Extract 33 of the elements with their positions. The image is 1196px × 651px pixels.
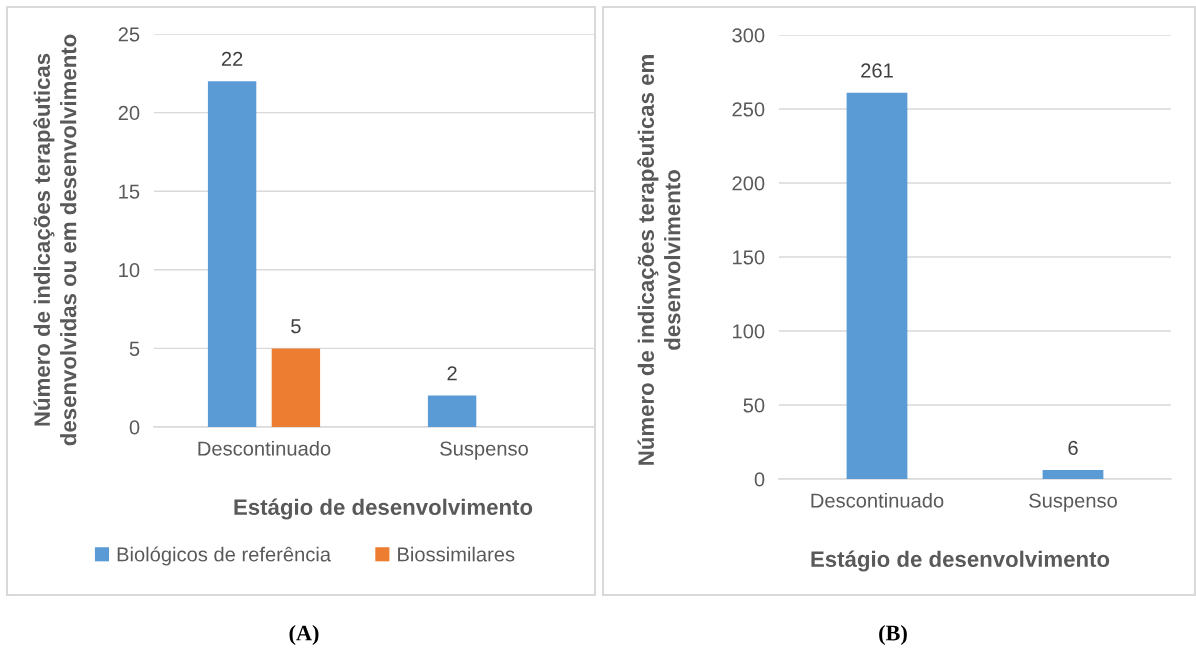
y-tick-label: 15 [119, 184, 140, 199]
data-label: 6 [1068, 440, 1078, 456]
data-label: 2 [447, 366, 457, 381]
x-tick-label: Suspenso [440, 441, 528, 460]
x-tick-label: Suspenso [1029, 493, 1117, 512]
legend-label: Biológicos de referência [117, 546, 332, 566]
bar [207, 81, 257, 427]
y-tick-label: 200 [732, 176, 765, 191]
bar [271, 348, 321, 427]
y-tick-label: 250 [732, 102, 765, 117]
y-tick-label: 10 [119, 263, 140, 278]
y-tick-label: 150 [733, 250, 765, 265]
x-tick-label: Descontinuado [198, 440, 331, 456]
data-label: 5 [291, 319, 301, 334]
y-tick-label: 100 [733, 324, 765, 339]
bar [427, 395, 477, 427]
data-label: 22 [221, 51, 243, 66]
data-label: 261 [861, 63, 893, 78]
y-axis-title: Número de indicações terapêuticas em desenvolvimento [637, 55, 681, 465]
x-tick-label: Descontinuado [811, 492, 944, 508]
y-tick-label: 20 [118, 105, 140, 121]
y-tick-label: 0 [129, 420, 140, 435]
x-axis-title: Estágio de desenvolvimento [811, 550, 1110, 572]
y-tick-label: 5 [129, 341, 140, 356]
text: (A) [289, 624, 319, 646]
text: (B) [879, 624, 907, 646]
legend-label: Biossimilares [398, 546, 515, 562]
y-axis-title: Número de indicações terapêuticas desenvolvidas ou em desenvolvimento [33, 34, 77, 446]
y-tick-label: 300 [732, 28, 765, 43]
y-tick-label: 50 [743, 398, 765, 413]
y-tick-label: 25 [118, 27, 140, 42]
x-axis-title: Estágio de desenvolvimento [234, 498, 533, 520]
y-tick-label: 0 [754, 472, 765, 487]
